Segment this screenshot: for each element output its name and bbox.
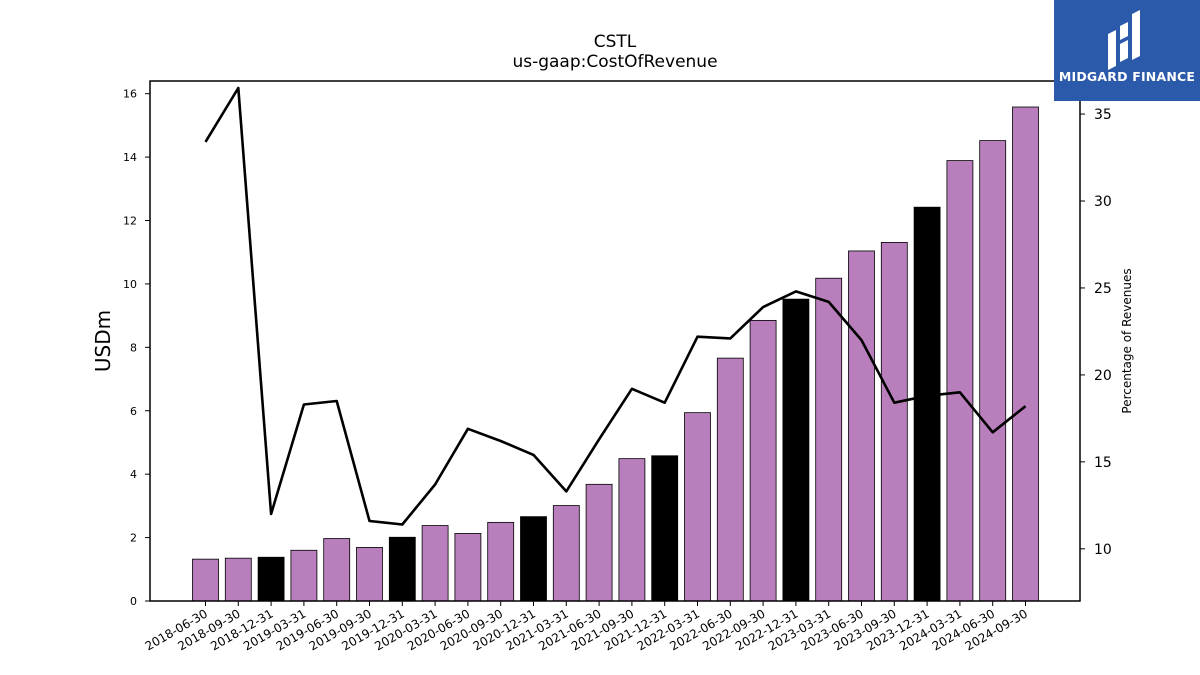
bar-2022-03-31 [684, 412, 711, 602]
bar-2019-06-30 [323, 538, 351, 602]
y-tick-label: 8 [130, 341, 137, 354]
y-tick-label: 2 [130, 532, 137, 545]
y2-tick-label: 25 [1094, 281, 1112, 297]
bar-2023-03-31 [815, 277, 843, 602]
logo-text: MIDGARD FINANCE [1058, 69, 1196, 84]
bar-2021-09-30 [618, 458, 646, 602]
chart-subtitle: us-gaap:CostOfRevenue [512, 52, 718, 72]
y2-tick-label: 30 [1094, 194, 1112, 210]
bar-2024-06-30 [979, 140, 1007, 602]
bar-2021-03-31 [552, 505, 580, 602]
bar-2024-03-31 [946, 160, 974, 602]
bar-2024-09-30 [1012, 106, 1039, 602]
bar-2020-03-31 [421, 525, 449, 602]
bar-2023-12-31 [913, 206, 941, 602]
y-tick-label: 16 [123, 88, 137, 101]
bar-2021-06-30 [585, 483, 613, 602]
bar-2019-03-31 [290, 549, 318, 602]
y-tick-label: 4 [130, 468, 137, 481]
y-tick-label: 0 [130, 595, 137, 608]
bar-2022-09-30 [749, 319, 777, 602]
bar-2022-12-31 [782, 298, 810, 602]
bar-2018-12-31 [257, 556, 285, 602]
bar-2020-06-30 [454, 533, 482, 602]
y2-tick-label: 15 [1094, 455, 1112, 471]
midgard-finance-logo: MIDGARD FINANCE [1054, 0, 1200, 101]
revenue-percentage-line [204, 86, 1027, 526]
bar-2018-09-30 [224, 557, 252, 602]
chart-title: CSTL [593, 32, 637, 52]
y-tick-label: 6 [130, 405, 137, 418]
y2-tick-label: 20 [1094, 368, 1112, 384]
bar-2022-06-30 [716, 357, 744, 602]
bar-2020-09-30 [487, 521, 515, 602]
bar-2021-12-31 [651, 455, 679, 602]
y2-axis-label: Percentage of Revenues [1120, 268, 1134, 413]
bar-2019-09-30 [356, 547, 383, 602]
y2-tick-label: 10 [1094, 542, 1112, 558]
bar-2023-06-30 [848, 250, 875, 602]
bar-2023-09-30 [880, 241, 908, 602]
y-tick-label: 12 [123, 215, 137, 228]
y-tick-label: 10 [123, 278, 137, 291]
y2-tick-label: 35 [1094, 107, 1112, 123]
y-tick-label: 14 [123, 151, 137, 164]
bar-2020-12-31 [520, 516, 547, 602]
plot-frame [149, 80, 1081, 602]
y-axis-label: USDm [91, 310, 115, 372]
logo-mark-icon [1108, 10, 1140, 70]
bar-2019-12-31 [388, 536, 416, 602]
bar-2018-06-30 [192, 558, 219, 602]
